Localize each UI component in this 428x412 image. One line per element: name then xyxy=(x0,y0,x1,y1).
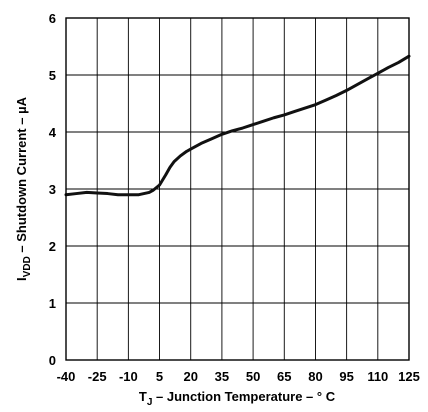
y-tick-label: 1 xyxy=(49,296,56,311)
x-tick-label: -25 xyxy=(88,369,107,384)
x-tick-label: -10 xyxy=(119,369,138,384)
x-tick-label: 5 xyxy=(156,369,163,384)
y-tick-labels: 0 1 2 3 4 5 6 xyxy=(49,11,57,368)
x-tick-label: 95 xyxy=(339,369,353,384)
x-axis-label-rest: – Junction Temperature – ° C xyxy=(152,389,335,404)
x-tick-label: 65 xyxy=(277,369,291,384)
x-axis-label-sub: J xyxy=(147,397,153,408)
x-axis-label: TJ – Junction Temperature – ° C xyxy=(139,389,336,408)
plot-border xyxy=(65,17,410,361)
series-line xyxy=(64,54,411,197)
x-tick-label: -40 xyxy=(57,369,76,384)
x-tick-label: 35 xyxy=(215,369,229,384)
x-tick-label: 50 xyxy=(246,369,260,384)
y-axis-label-sub: VDD xyxy=(22,256,33,277)
y-tick-label: 3 xyxy=(49,182,56,197)
y-axis-label: IVDD – Shutdown Current – µA xyxy=(14,96,33,281)
y-axis-label-main: I xyxy=(14,277,29,281)
x-tick-label: 125 xyxy=(398,369,420,384)
y-tick-label: 5 xyxy=(49,68,56,83)
x-tick-label: 20 xyxy=(183,369,197,384)
x-tick-label: 110 xyxy=(367,369,388,384)
y-axis-label-rest: – Shutdown Current – µA xyxy=(14,96,29,256)
x-axis-label-main: T xyxy=(139,389,147,404)
x-tick-label: 80 xyxy=(308,369,322,384)
y-tick-label: 2 xyxy=(49,239,56,254)
y-tick-label: 6 xyxy=(49,11,56,26)
y-tick-label: 0 xyxy=(49,353,56,368)
x-tick-labels: -40 -25 -10 5 20 35 50 65 80 95 110 125 xyxy=(57,369,420,384)
y-tick-label: 4 xyxy=(49,125,57,140)
